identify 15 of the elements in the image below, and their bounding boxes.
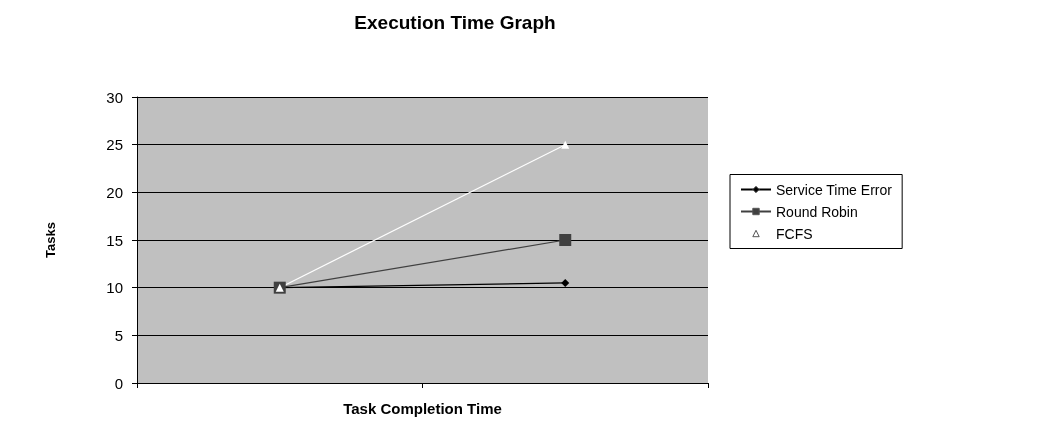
y-tick-label: 25: [106, 136, 123, 154]
y-axis-title: Tasks: [43, 222, 58, 258]
y-tick-label: 0: [114, 374, 123, 392]
y-tick-label: 15: [106, 231, 123, 249]
legend-label: FCFS: [776, 225, 813, 242]
y-tick-label: 5: [114, 326, 123, 344]
chart-title: Execution Time Graph: [354, 12, 556, 33]
legend-label: Round Robin: [776, 203, 858, 220]
y-tick-label: 20: [106, 183, 123, 201]
x-axis-title: Task Completion Time: [343, 400, 502, 417]
y-tick-label: 30: [106, 88, 123, 106]
legend-label: Service Time Error: [776, 181, 893, 198]
point: [559, 234, 572, 246]
y-tick-label: 10: [106, 279, 123, 297]
point: [561, 278, 570, 287]
